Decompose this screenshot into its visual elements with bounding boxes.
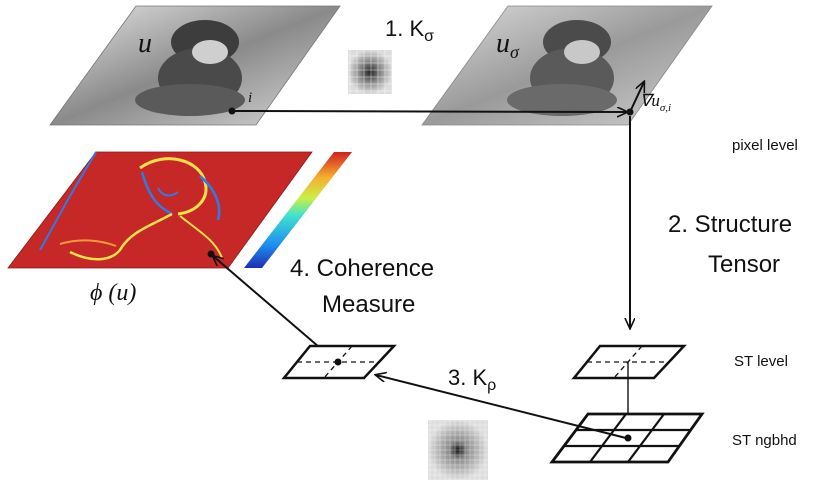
st-level-label: ST level xyxy=(734,353,788,370)
kernel-rho-image xyxy=(428,420,488,480)
step2-line1: 2. Structure xyxy=(668,211,792,238)
pixel-point-u-sigma xyxy=(626,108,634,116)
step4-line1: 4. Coherence xyxy=(290,255,434,282)
gradient-arrow xyxy=(629,82,644,113)
pixel-level-label: pixel level xyxy=(732,137,798,154)
arrow-coherence xyxy=(213,256,334,360)
arrow-k-rho xyxy=(376,375,627,439)
step4-line2: Measure xyxy=(322,291,415,318)
image-u-sigma xyxy=(421,5,713,126)
st-ngbhd-label: ST ngbhd xyxy=(732,432,797,449)
image-u xyxy=(49,5,341,126)
step1-label: 1. Kσ xyxy=(385,16,434,45)
gradient-label: ∇uσ,i xyxy=(640,91,671,114)
st-cell-right xyxy=(571,344,687,380)
label-u-sigma: uσ xyxy=(496,28,520,62)
colorbar xyxy=(244,152,352,268)
step2-line2: Tensor xyxy=(708,251,780,278)
label-phi: ϕ (u) xyxy=(90,280,136,306)
step3-label: 3. Kρ xyxy=(448,365,496,394)
label-pixel-i: i xyxy=(248,90,252,106)
st-cell-left-point xyxy=(334,358,342,366)
st-ngbhd-center-point xyxy=(624,434,632,442)
arrow-smoothing xyxy=(231,111,627,112)
label-u: u xyxy=(138,28,152,59)
heatmap-point xyxy=(207,250,215,258)
kernel-sigma-image xyxy=(348,50,392,94)
